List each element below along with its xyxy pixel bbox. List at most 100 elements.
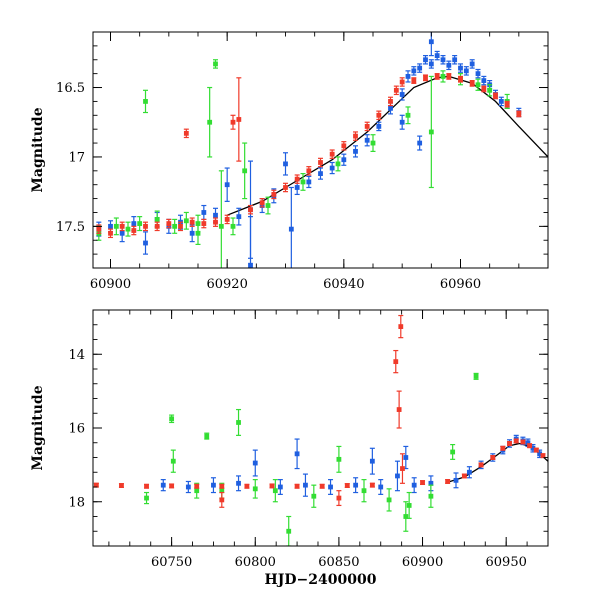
data-point bbox=[189, 219, 195, 225]
data-point bbox=[306, 179, 312, 185]
data-point bbox=[265, 203, 271, 208]
data-point bbox=[172, 223, 178, 229]
data-point bbox=[469, 80, 475, 86]
data-point bbox=[154, 217, 160, 222]
data-point bbox=[498, 99, 504, 104]
data-point bbox=[183, 130, 189, 136]
data-point bbox=[244, 483, 250, 489]
data-point bbox=[329, 151, 335, 157]
data-point bbox=[428, 129, 434, 135]
data-point bbox=[283, 161, 288, 167]
data-point bbox=[211, 482, 216, 488]
data-point bbox=[204, 433, 210, 439]
data-point bbox=[376, 124, 382, 129]
data-point bbox=[434, 53, 440, 58]
data-point bbox=[434, 74, 440, 79]
data-point bbox=[411, 78, 417, 83]
data-point bbox=[329, 165, 335, 171]
data-point bbox=[376, 112, 382, 118]
data-point bbox=[201, 210, 207, 215]
data-point bbox=[411, 482, 417, 488]
data-point bbox=[194, 488, 200, 494]
data-point bbox=[119, 230, 125, 236]
series-green bbox=[96, 59, 510, 268]
data-point bbox=[405, 112, 411, 118]
data-point bbox=[428, 480, 434, 486]
data-point bbox=[271, 192, 277, 197]
data-point bbox=[446, 74, 452, 79]
y-axis-title: Magnitude bbox=[30, 107, 46, 192]
x-tick-label: 60940 bbox=[323, 277, 364, 292]
data-point bbox=[194, 483, 200, 489]
x-tick-label: 60800 bbox=[235, 555, 276, 570]
data-point bbox=[286, 528, 292, 534]
data-point bbox=[452, 57, 458, 63]
data-point bbox=[423, 75, 428, 81]
data-point bbox=[493, 93, 498, 99]
data-point bbox=[252, 460, 258, 466]
y-tick-label: 17.5 bbox=[56, 220, 85, 235]
data-point bbox=[242, 168, 248, 174]
data-point bbox=[185, 484, 191, 490]
data-point bbox=[213, 61, 218, 67]
data-point bbox=[353, 148, 358, 154]
data-point bbox=[344, 483, 350, 488]
data-point bbox=[218, 223, 224, 229]
data-point bbox=[144, 483, 149, 489]
data-point bbox=[500, 445, 506, 451]
data-point bbox=[318, 171, 323, 176]
data-point bbox=[393, 359, 399, 365]
y-tick-label: 18 bbox=[68, 495, 85, 510]
data-point bbox=[405, 74, 411, 79]
data-point bbox=[393, 87, 399, 93]
y-axis-title: Magnitude bbox=[30, 385, 46, 470]
data-point bbox=[341, 157, 347, 163]
data-point bbox=[328, 484, 333, 490]
data-point bbox=[469, 61, 475, 67]
data-point bbox=[540, 453, 546, 459]
x-tick-label: 60850 bbox=[318, 555, 359, 570]
data-point bbox=[169, 483, 175, 489]
data-point bbox=[458, 65, 463, 71]
data-point bbox=[445, 479, 451, 484]
data-point bbox=[294, 483, 300, 489]
data-point bbox=[131, 228, 137, 233]
data-point bbox=[428, 493, 434, 499]
data-point bbox=[428, 39, 434, 45]
data-point bbox=[458, 76, 463, 82]
series-green bbox=[144, 372, 479, 546]
data-point bbox=[395, 473, 400, 479]
data-point bbox=[169, 416, 175, 422]
data-point bbox=[396, 407, 402, 412]
data-point bbox=[230, 119, 236, 125]
data-point bbox=[399, 119, 405, 125]
data-point bbox=[364, 124, 370, 129]
data-point bbox=[143, 240, 148, 246]
data-point bbox=[446, 62, 452, 68]
data-point bbox=[178, 223, 183, 229]
data-point bbox=[453, 477, 459, 483]
data-point bbox=[213, 212, 218, 218]
data-point bbox=[533, 447, 539, 453]
data-point bbox=[294, 451, 300, 457]
data-point bbox=[530, 445, 536, 451]
x-tick-label: 60900 bbox=[90, 277, 131, 292]
data-point bbox=[195, 230, 201, 236]
data-point bbox=[504, 101, 510, 107]
data-point bbox=[236, 117, 242, 122]
data-point bbox=[119, 223, 125, 229]
x-axis-title: HJD−2400000 bbox=[265, 572, 377, 588]
data-point bbox=[277, 484, 283, 490]
data-point bbox=[219, 483, 225, 489]
data-point bbox=[400, 466, 405, 471]
data-point bbox=[96, 226, 102, 232]
series-blue bbox=[160, 434, 543, 497]
series-red bbox=[93, 314, 546, 508]
data-point bbox=[108, 230, 113, 236]
data-point bbox=[294, 185, 300, 190]
y-tick-label: 16.5 bbox=[56, 81, 85, 96]
data-point bbox=[306, 168, 312, 174]
data-point bbox=[478, 462, 484, 468]
y-tick-label: 14 bbox=[68, 348, 85, 363]
